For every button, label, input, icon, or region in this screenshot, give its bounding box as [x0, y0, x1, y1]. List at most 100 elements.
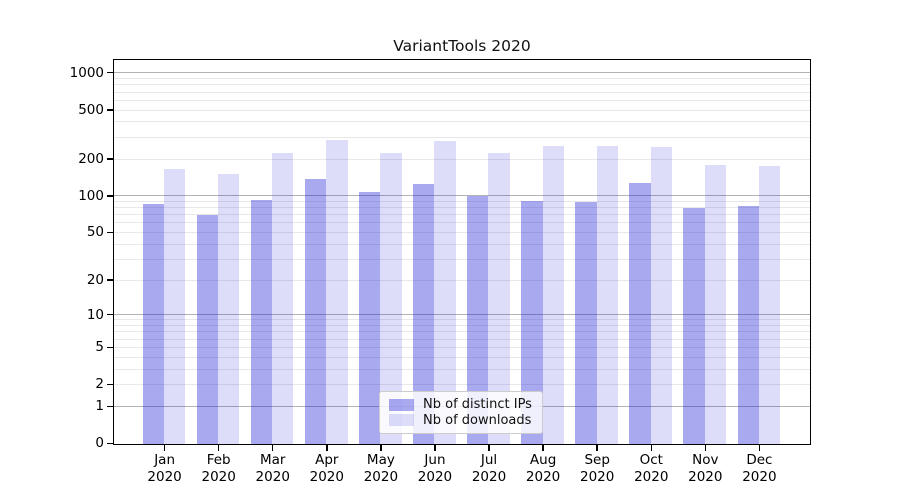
- gridline-major: [114, 314, 810, 316]
- chart-title: VariantTools 2020: [393, 37, 531, 55]
- gridline-minor: [114, 243, 810, 245]
- gridline-minor: [114, 109, 810, 111]
- gridline-minor: [114, 136, 810, 138]
- y-tick-label: 1: [95, 398, 104, 415]
- bar-ips-mar: [250, 200, 273, 444]
- y-tick-label: 500: [78, 101, 104, 118]
- gridline-minor: [114, 319, 810, 321]
- gridline-minor: [114, 279, 810, 281]
- bar-downloads-sep: [596, 145, 618, 444]
- gridline-minor: [114, 158, 810, 160]
- bar-ips-feb: [196, 215, 219, 444]
- bar-downloads-oct: [650, 147, 672, 444]
- bar-downloads-jun: [434, 140, 456, 444]
- x-tick: [758, 445, 761, 451]
- y-tick: [107, 195, 115, 197]
- y-tick-label: 50: [86, 224, 104, 241]
- y-tick-label: 2: [95, 376, 104, 393]
- legend-swatch-downloads-icon: [389, 414, 414, 427]
- x-tick-label: May 2020: [363, 452, 399, 486]
- y-tick-label: 100: [78, 187, 104, 204]
- gridline-minor: [114, 121, 810, 123]
- bar-ips-jan: [142, 203, 164, 444]
- x-tick: [326, 445, 328, 451]
- bar-ips-jul: [467, 196, 489, 444]
- y-tick: [107, 279, 115, 281]
- gridline-minor: [114, 356, 810, 358]
- x-tick-label: Apr 2020: [309, 452, 344, 486]
- y-tick: [107, 314, 115, 316]
- y-tick-label: 1000: [69, 64, 104, 81]
- gridline-minor: [114, 207, 810, 209]
- bar-downloads-jul: [488, 152, 510, 444]
- x-tick-label: Jan 2020: [147, 452, 182, 486]
- x-tick: [217, 445, 220, 451]
- y-tick: [107, 158, 115, 160]
- bar-downloads-may: [380, 153, 402, 444]
- x-tick-label: Sep 2020: [579, 452, 615, 486]
- x-tick: [434, 445, 436, 451]
- gridline-minor: [114, 91, 810, 93]
- gridline-minor: [114, 232, 810, 234]
- x-tick: [542, 445, 544, 451]
- bar-downloads-feb: [218, 173, 240, 444]
- legend: Nb of distinct IPs Nb of downloads: [379, 391, 543, 434]
- x-tick: [163, 445, 166, 451]
- bar-downloads-apr: [326, 139, 348, 444]
- gridline-minor: [114, 338, 810, 340]
- x-tick: [272, 445, 274, 451]
- x-tick-label: Nov 2020: [688, 452, 723, 486]
- bar-ips-sep: [575, 202, 597, 444]
- y-tick: [107, 109, 115, 111]
- bar-ips-dec: [737, 206, 759, 444]
- bar-ips-aug: [521, 200, 543, 444]
- gridline-minor: [114, 325, 810, 327]
- x-tick: [596, 445, 598, 451]
- bar-ips-apr: [304, 178, 327, 444]
- gridline-minor: [114, 384, 810, 386]
- bar-downloads-nov: [704, 164, 727, 444]
- gridline-minor: [114, 84, 810, 86]
- x-tick-label: Dec 2020: [742, 452, 777, 486]
- y-tick: [107, 231, 115, 234]
- y-tick: [107, 346, 115, 348]
- gridline-minor: [114, 222, 810, 224]
- x-tick: [380, 445, 382, 451]
- x-tick-label: Jun 2020: [417, 452, 453, 486]
- gridline-minor: [114, 368, 810, 370]
- bar-downloads-aug: [542, 146, 564, 444]
- legend-entry-distinct-ips: Nb of distinct IPs: [389, 397, 534, 413]
- bar-downloads-mar: [272, 152, 294, 444]
- bar-ips-jun: [413, 184, 435, 444]
- gridline-minor: [114, 258, 810, 260]
- gridline-minor: [114, 99, 810, 101]
- bar-ips-may: [358, 191, 381, 444]
- gridline-minor: [114, 201, 810, 203]
- y-tick-label: 0: [95, 435, 104, 452]
- bar-ips-nov: [683, 208, 705, 444]
- x-tick-label: Feb 2020: [201, 452, 236, 486]
- plot-area: Nb of distinct IPs Nb of downloads: [113, 59, 811, 445]
- bar-downloads-jan: [164, 168, 186, 444]
- y-tick: [107, 405, 115, 407]
- x-tick-label: Oct 2020: [634, 452, 669, 486]
- x-tick: [650, 445, 652, 451]
- bar-downloads-dec: [758, 165, 781, 444]
- x-tick: [488, 445, 490, 451]
- legend-label-distinct-ips: Nb of distinct IPs: [423, 397, 532, 413]
- legend-swatch-distinct-ips-icon: [389, 398, 414, 411]
- legend-label-downloads: Nb of downloads: [423, 412, 532, 428]
- gridline-minor: [114, 346, 810, 348]
- x-tick: [704, 445, 707, 451]
- x-tick-label: Jul 2020: [471, 452, 507, 486]
- bar-ips-oct: [629, 183, 651, 444]
- gridline-major: [114, 72, 810, 74]
- gridline-minor: [114, 78, 810, 80]
- x-tick-label: Mar 2020: [255, 452, 290, 486]
- gridline-minor: [114, 214, 810, 216]
- y-tick: [107, 442, 115, 445]
- y-tick-label: 10: [86, 306, 104, 323]
- gridline-minor: [114, 331, 810, 333]
- y-tick-label: 20: [86, 272, 104, 289]
